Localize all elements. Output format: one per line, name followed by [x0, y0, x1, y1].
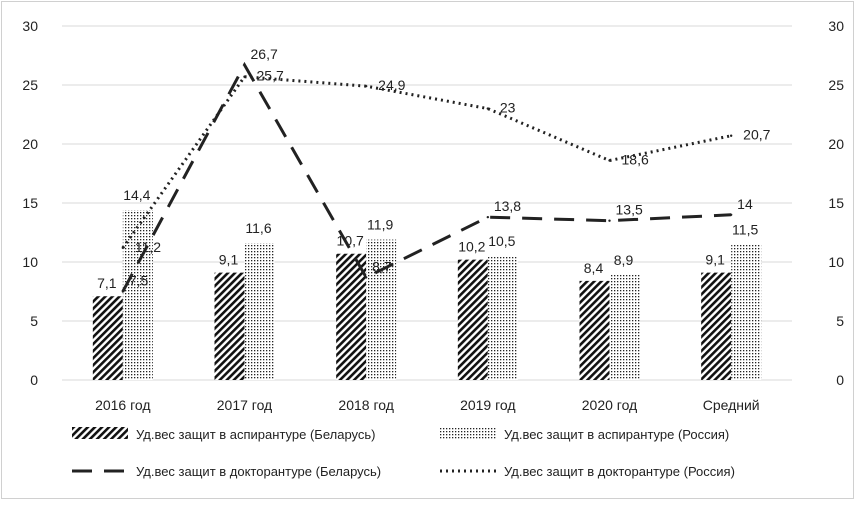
data-label: 7,5: [129, 273, 149, 289]
data-label: 23: [500, 100, 516, 116]
line-point: [608, 219, 611, 222]
line-point: [121, 246, 125, 250]
bar: [336, 253, 367, 380]
legend-label: Уд.вес защит в аспирантуре (Россия): [504, 427, 729, 442]
data-label: 20,7: [743, 127, 770, 143]
bar: [214, 272, 245, 380]
legend-label: Уд.вес защит в докторантуре (Россия): [504, 464, 735, 479]
line-point: [729, 213, 733, 216]
data-label: 24,9: [378, 77, 405, 93]
bar: [701, 272, 732, 380]
data-label: 9,1: [705, 252, 725, 268]
data-label: 8,9: [614, 252, 634, 268]
y-tick-label: 25: [22, 77, 38, 93]
data-label: 11,6: [245, 220, 271, 236]
legend-swatch: [440, 427, 496, 439]
data-label: 10,7: [337, 233, 364, 249]
data-label: 14: [737, 196, 753, 212]
line-point: [364, 276, 368, 279]
bars: [92, 210, 762, 380]
bar: [457, 259, 488, 380]
bar: [487, 256, 518, 380]
data-label: 10,2: [458, 239, 485, 255]
data-label: 14,4: [123, 187, 150, 203]
y-tick-label: 10: [22, 254, 38, 270]
data-label: 9,1: [219, 252, 239, 268]
series-line: [121, 75, 732, 249]
y-tick-label: 30: [22, 18, 38, 34]
bar: [366, 239, 397, 380]
line-point: [486, 215, 490, 219]
x-tick-label: 2019 год: [460, 397, 515, 413]
y-tick-label: 20: [22, 136, 38, 152]
data-label: 7,1: [97, 275, 117, 291]
y-tick-label: 15: [22, 195, 38, 211]
y2-tick-label: 0: [836, 372, 844, 388]
series-line: [121, 61, 732, 293]
data-label: 25,7: [257, 68, 284, 84]
bar: [122, 210, 153, 380]
y2-tick-label: 30: [828, 18, 844, 34]
x-axis: 2016 год 2017 год 2018 год 2019 год 2020 год…: [95, 397, 760, 413]
y2-tick-label: 15: [828, 195, 844, 211]
x-tick-label: 2020 год: [582, 397, 637, 413]
data-label: 8,7: [372, 258, 392, 274]
left-axis: 0 5 10 15 20 25 30: [22, 18, 38, 388]
y2-tick-label: 25: [828, 77, 844, 93]
bar: [92, 296, 123, 380]
bar: [609, 274, 640, 380]
y2-tick-label: 5: [836, 313, 844, 329]
x-tick-label: Средний: [703, 397, 760, 413]
bar: [731, 244, 762, 380]
x-tick-label: 2016 год: [95, 397, 150, 413]
data-label: 13,5: [616, 202, 643, 218]
data-label: 26,7: [251, 46, 278, 62]
line-point: [243, 75, 246, 78]
line-point: [486, 107, 490, 110]
data-label: 11,5: [732, 221, 758, 237]
data-label: 8,4: [584, 260, 604, 276]
right-axis: 0 5 10 15 20 25 30: [828, 18, 844, 388]
legend-label: Уд.вес защит в аспирантуре (Беларусь): [136, 427, 375, 442]
y-tick-label: 0: [30, 372, 38, 388]
bar: [244, 243, 275, 380]
y-tick-label: 5: [30, 313, 38, 329]
x-tick-label: 2018 год: [338, 397, 393, 413]
bar: [579, 280, 610, 380]
line-point: [729, 134, 733, 137]
legend: Уд.вес защит в аспирантуре (Беларусь) Уд.…: [72, 427, 735, 479]
gridlines: [62, 25, 792, 381]
legend-swatch: [72, 427, 128, 439]
data-label: 11,2: [135, 239, 161, 255]
line-point: [243, 63, 246, 67]
line-point: [121, 290, 125, 293]
data-label: 10,5: [488, 233, 515, 249]
line-point: [364, 84, 368, 88]
data-label: 13,8: [494, 198, 521, 214]
y2-tick-label: 20: [828, 136, 844, 152]
x-tick-label: 2017 год: [217, 397, 272, 413]
data-label: 11,9: [367, 217, 393, 233]
y2-tick-label: 10: [828, 254, 844, 270]
lines: [121, 61, 733, 293]
legend-label: Уд.вес защит в докторантуре (Беларусь): [136, 464, 381, 479]
data-labels: 7,1 9,1 10,7 10,2 8,4 9,1 14,4 11,6 11,9 10,5 8,9 1…: [97, 46, 771, 291]
data-label: 18,6: [622, 152, 649, 168]
line-point: [608, 159, 611, 162]
